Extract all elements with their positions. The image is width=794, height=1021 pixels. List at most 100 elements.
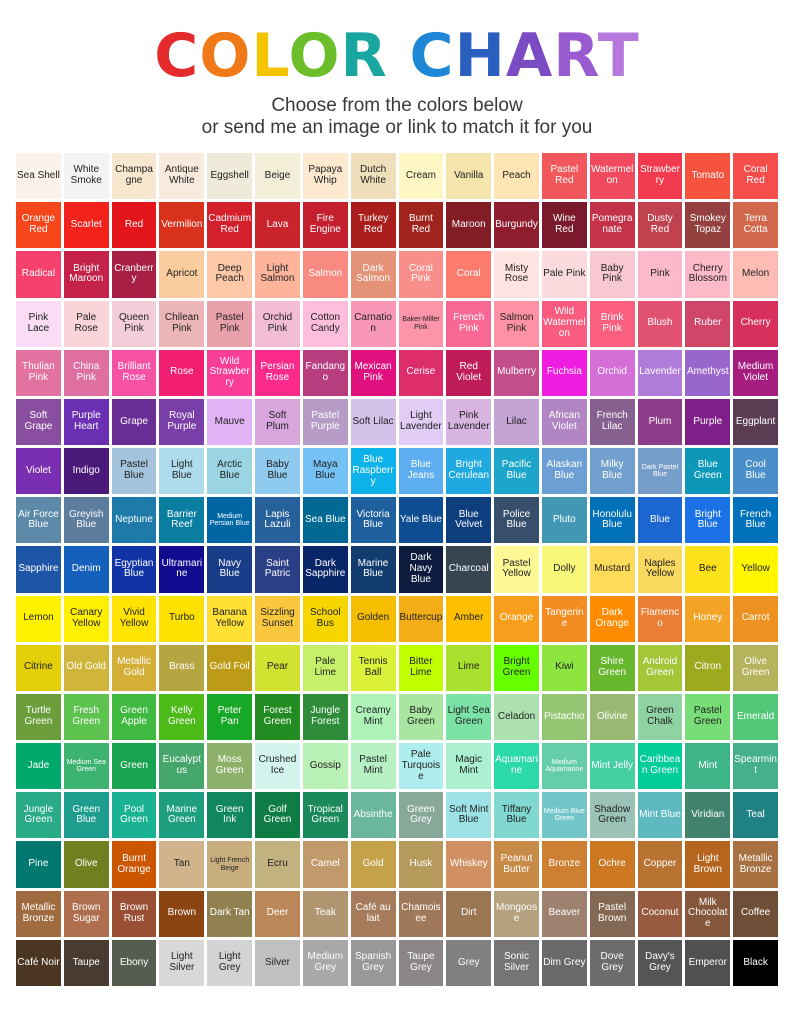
color-swatch: Medium Persian Blue [207,497,253,544]
color-swatch: Jade [16,743,61,790]
color-swatch: Turkey Red [350,202,396,249]
color-swatch: Lime [446,644,492,691]
color-swatch: Strawberry [637,153,683,200]
color-swatch: Cherry [733,300,778,347]
page-title: COLOR CHART [0,18,794,94]
color-swatch: Gold Foil [207,644,253,691]
color-swatch: Marine Green [159,792,205,839]
color-swatch: Pale Turquoise [398,743,444,790]
color-swatch: Lilac [494,398,539,446]
color-swatch: Pale Pink [541,251,587,298]
title-letter: L [251,21,289,91]
color-swatch: Fresh Green [63,693,109,741]
color-swatch: Brown Rust [111,890,157,937]
color-swatch: Ebony [111,939,157,986]
color-swatch: Metallic Bronze [16,890,61,937]
color-swatch: Light Salmon [255,251,300,298]
color-swatch: Red [111,202,157,249]
color-swatch: Amber [446,595,492,642]
color-swatch: Peanut Butter [494,841,539,888]
color-swatch: Baker-Miller Pink [398,300,444,347]
color-swatch: Green Grey [398,792,444,839]
color-swatch: Pastel Blue [111,448,157,495]
color-swatch: Brown Sugar [63,890,109,937]
color-swatch: Dim Grey [541,939,587,986]
color-swatch: Cadmium Red [207,202,253,249]
color-swatch: Ultramarine [159,546,205,593]
color-swatch: Gold [350,841,396,888]
color-swatch: Tomato [685,153,731,200]
color-swatch: Wine Red [541,202,587,249]
color-swatch: Amethyst [685,349,731,396]
color-swatch: Coral Pink [398,251,444,298]
color-swatch: Green Ink [207,792,253,839]
color-swatch: Eggplant [733,398,778,446]
color-swatch: Spearmint [733,743,778,790]
color-swatch: Mint Blue [637,792,683,839]
color-swatch: Green Blue [63,792,109,839]
color-swatch: Pastel Mint [350,743,396,790]
color-swatch: Moss Green [207,743,253,790]
color-swatch: White Smoke [63,153,109,200]
color-swatch: Maroon [446,202,492,249]
color-swatch: Misty Rose [494,251,539,298]
title-letter [388,21,410,91]
color-swatch: Dark Sapphire [302,546,348,593]
color-swatch: Medium Sea Green [63,743,109,790]
color-swatch: Aquamarine [494,743,539,790]
color-swatch: Grey [446,939,492,986]
title-letter: T [597,21,640,91]
color-swatch: Green [111,743,157,790]
color-swatch: Pastel Brown [589,890,635,937]
color-swatch: Victoria Blue [350,497,396,544]
title-letter: H [454,21,506,91]
color-swatch: Banana Yellow [207,595,253,642]
color-swatch: Egyptian Blue [111,546,157,593]
color-swatch: Pool Green [111,792,157,839]
color-swatch: School Bus [302,595,348,642]
color-swatch: Violet [16,448,61,495]
color-swatch: Yale Blue [398,497,444,544]
color-swatch: Soft Grape [16,398,61,446]
color-swatch: Medium Violet [733,349,778,396]
color-swatch: Medium Grey [302,939,348,986]
color-swatch: Tangerine [541,595,587,642]
color-swatch: Marine Blue [350,546,396,593]
title-letter: R [340,21,388,91]
color-swatch: Honolulu Blue [589,497,635,544]
color-swatch: Ochre [589,841,635,888]
color-swatch: Denim [63,546,109,593]
color-swatch: Turbo [159,595,205,642]
color-swatch: Sapphire [16,546,61,593]
color-swatch: Crushed Ice [255,743,300,790]
color-swatch: Dove Grey [589,939,635,986]
color-swatch: Coconut [637,890,683,937]
color-swatch: Lemon [16,595,61,642]
color-swatch: Greyish Blue [63,497,109,544]
color-swatch: Olive [63,841,109,888]
color-swatch: Scarlet [63,202,109,249]
color-swatch: Husk [398,841,444,888]
color-swatch: Naples Yellow [637,546,683,593]
color-swatch: Medium Blue Green [541,792,587,839]
color-swatch: Bronze [541,841,587,888]
color-swatch: Charcoal [446,546,492,593]
color-swatch: Blush [637,300,683,347]
color-swatch: China Pink [63,349,109,396]
color-swatch: Teal [733,792,778,839]
color-swatch: Black [733,939,778,986]
color-swatch: Salmon [302,251,348,298]
color-swatch: Chamoisee [398,890,444,937]
color-swatch: Alaskan Blue [541,448,587,495]
color-swatch: Light Lavender [398,398,444,446]
color-swatch-grid: Sea Shell White Smoke Champagne Antique Whi… [16,153,778,986]
color-swatch: Pink Lace [16,300,61,347]
color-swatch: Terra Cotta [733,202,778,249]
color-swatch: Bee [685,546,731,593]
color-swatch: Bright Cerulean [446,448,492,495]
color-swatch: Sizzling Sunset [255,595,300,642]
color-swatch: Old Gold [63,644,109,691]
color-swatch: Taupe Grey [398,939,444,986]
color-swatch: Thulian Pink [16,349,61,396]
color-swatch: Fuchsia [541,349,587,396]
